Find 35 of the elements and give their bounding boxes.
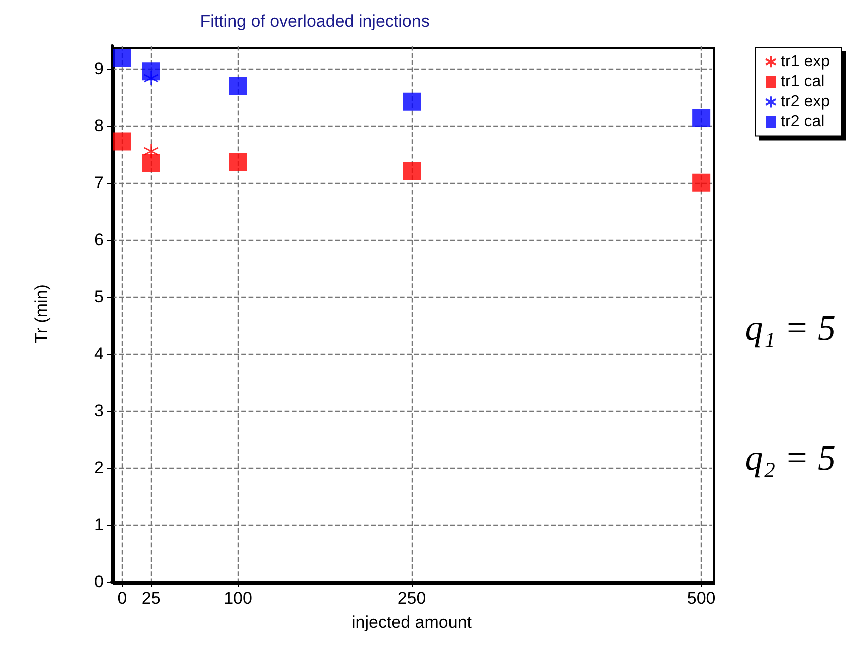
legend-label: tr2 cal: [781, 114, 825, 131]
text: q₂ = 5: [745, 438, 836, 478]
y-tick-label: 9: [94, 59, 104, 78]
point: [229, 153, 248, 172]
y-axis-title: Tr (min): [32, 284, 51, 344]
point: [403, 92, 421, 111]
legend-label: tr1 exp: [781, 54, 830, 71]
point: [144, 144, 160, 160]
point: [692, 174, 711, 192]
point: [142, 154, 160, 172]
x-tick-label: 250: [398, 589, 426, 608]
legend-label: tr1 cal: [781, 74, 825, 91]
x-tick-label: 0: [118, 589, 128, 608]
y-tick-label: 0: [94, 572, 104, 592]
y-tick-label: 2: [94, 458, 104, 478]
y-tick-label: 7: [94, 173, 104, 192]
x-axis-title: injected amount: [352, 613, 472, 632]
x-tick-label: 100: [224, 589, 252, 608]
text: q₁ = 5: [745, 308, 836, 348]
y-tick-label: 5: [94, 287, 104, 306]
y-tick-label: 8: [94, 116, 104, 136]
x-tick-label: 500: [687, 589, 716, 608]
legend-label: tr2 exp: [781, 94, 830, 111]
point: [692, 109, 711, 128]
point: [113, 132, 132, 151]
point: [113, 48, 132, 67]
y-tick-label: 4: [94, 344, 104, 364]
y-tick-label: 6: [94, 230, 104, 250]
point: [403, 162, 421, 180]
y-tick-label: 3: [94, 401, 104, 420]
y-tick-label: 1: [94, 515, 104, 534]
x-tick-label: 25: [142, 589, 161, 608]
point: [144, 70, 160, 86]
point: [229, 77, 248, 96]
chart-title: Fitting of overloaded injections: [200, 12, 430, 31]
